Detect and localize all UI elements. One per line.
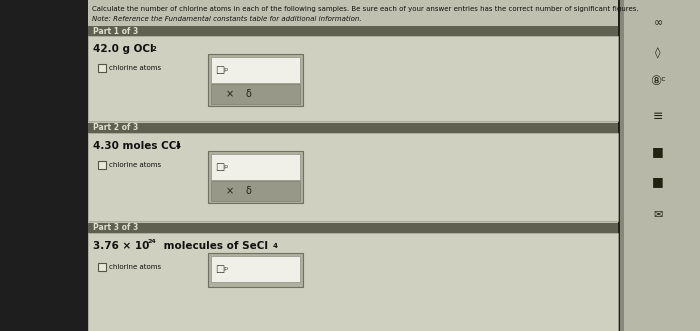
Text: ≡: ≡: [652, 110, 664, 123]
Text: 3.76 × 10: 3.76 × 10: [93, 241, 149, 251]
Text: Part 1 of 3: Part 1 of 3: [93, 26, 139, 35]
Bar: [208, 54, 303, 106]
Text: chlorine atoms: chlorine atoms: [109, 264, 161, 270]
Text: chlorine atoms: chlorine atoms: [109, 65, 161, 71]
Bar: [88, 0, 618, 331]
Bar: [88, 123, 618, 133]
Bar: [208, 151, 303, 203]
Text: ∞: ∞: [653, 18, 663, 28]
Text: ◊: ◊: [655, 48, 661, 60]
Text: δ: δ: [246, 89, 252, 99]
Text: chlorine atoms: chlorine atoms: [109, 162, 161, 168]
Text: ■: ■: [652, 145, 664, 158]
Text: 42.0 g OCl: 42.0 g OCl: [93, 44, 153, 54]
Text: Note: Reference the Fundamental constants table for additional information.: Note: Reference the Fundamental constant…: [92, 16, 362, 22]
Bar: [211, 84, 300, 104]
Text: p: p: [223, 266, 227, 271]
Bar: [88, 223, 618, 233]
Bar: [208, 253, 303, 287]
Text: molecules of SeCl: molecules of SeCl: [160, 241, 268, 251]
Text: ■: ■: [652, 175, 664, 188]
Text: 4: 4: [273, 243, 278, 249]
Bar: [211, 57, 300, 83]
Bar: [211, 181, 300, 201]
Text: ×: ×: [226, 89, 234, 99]
Text: □: □: [215, 65, 224, 75]
Text: 2: 2: [152, 46, 157, 52]
Text: 4.30 moles CCl: 4.30 moles CCl: [93, 141, 180, 151]
Text: p: p: [223, 164, 227, 169]
Bar: [88, 26, 618, 36]
Text: Calculate the number of chlorine atoms in each of the following samples. Be sure: Calculate the number of chlorine atoms i…: [92, 6, 638, 12]
Text: □: □: [215, 264, 224, 274]
Bar: [211, 256, 300, 282]
Bar: [620, 0, 624, 331]
Bar: [88, 233, 618, 331]
Text: □: □: [215, 162, 224, 172]
Bar: [98, 64, 106, 72]
Text: ×: ×: [226, 186, 234, 196]
Text: 4: 4: [176, 143, 181, 149]
Bar: [211, 154, 300, 180]
Bar: [98, 161, 106, 169]
Bar: [98, 263, 106, 271]
Text: δ: δ: [246, 186, 252, 196]
Text: Part 2 of 3: Part 2 of 3: [93, 123, 139, 132]
Bar: [88, 36, 618, 121]
Text: ⑧ᶜ: ⑧ᶜ: [650, 75, 666, 88]
Text: p: p: [223, 67, 227, 72]
Bar: [620, 0, 700, 331]
Text: ✉: ✉: [653, 210, 663, 220]
Text: 24: 24: [148, 239, 157, 244]
Text: Part 3 of 3: Part 3 of 3: [93, 223, 139, 232]
Bar: [88, 133, 618, 221]
